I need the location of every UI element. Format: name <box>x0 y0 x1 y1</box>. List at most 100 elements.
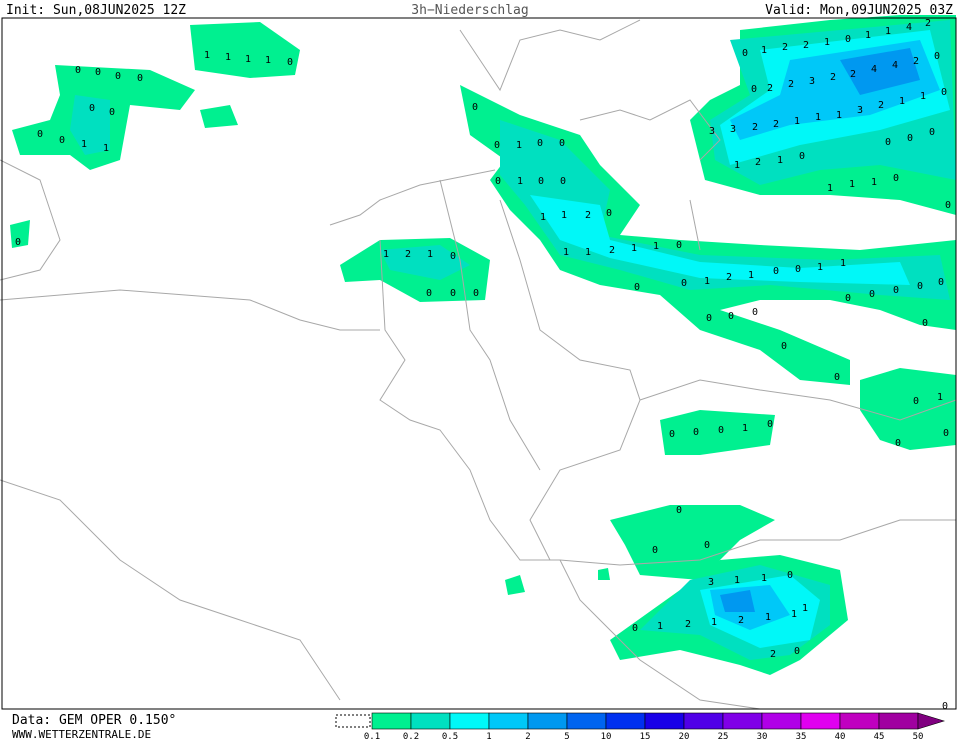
borders <box>0 19 957 710</box>
precip-label: 1 <box>899 96 905 107</box>
precip-label: 0 <box>834 372 840 383</box>
precip-label: 2 <box>738 615 744 626</box>
legend-box <box>371 712 412 730</box>
legend-tick-label: 40 <box>835 732 846 741</box>
precip-label: 0 <box>752 307 758 318</box>
precip-label: 0 <box>917 281 923 292</box>
precip-label: 0 <box>450 288 456 299</box>
precip-label: 2 <box>585 210 591 221</box>
legend-arrow <box>917 712 946 730</box>
precip-label: 0 <box>885 137 891 148</box>
precip-label: 1 <box>427 249 433 260</box>
precip-label: 0 <box>938 277 944 288</box>
precip-label: 1 <box>761 573 767 584</box>
precip-label: 2 <box>782 42 788 53</box>
precip-label: 1 <box>631 243 637 254</box>
precip-label: 1 <box>765 612 771 623</box>
precip-label: 0 <box>426 288 432 299</box>
precip-label: 0 <box>895 438 901 449</box>
precip-label: 0 <box>472 102 478 113</box>
legend-box <box>605 712 646 730</box>
legend-tick-label: 5 <box>564 732 569 741</box>
precip-label: 1 <box>791 609 797 620</box>
precip-label: 1 <box>742 423 748 434</box>
precip-label: 0 <box>560 176 566 187</box>
precip-label: 1 <box>849 179 855 190</box>
precip-label: 2 <box>830 72 836 83</box>
legend-tick-label: 0.2 <box>403 732 419 741</box>
legend-tick-label: 0.5 <box>442 732 458 741</box>
precip-label: 2 <box>925 18 931 29</box>
precip-label: 0 <box>676 505 682 516</box>
precip-label: 0 <box>59 135 65 146</box>
precip-label: 1 <box>937 392 943 403</box>
precip-label: 0 <box>922 318 928 329</box>
precip-label: 2 <box>803 40 809 51</box>
precip-label: 1 <box>81 139 87 150</box>
precip-label: 0 <box>942 701 948 712</box>
precip-label: 3 <box>708 577 714 588</box>
precip-label: 1 <box>561 210 567 221</box>
precip-label: 4 <box>871 64 877 75</box>
legend-box <box>449 712 490 730</box>
legend-tick-label: 30 <box>757 732 768 741</box>
precip-label: 2 <box>767 83 773 94</box>
precip-label: 1 <box>734 575 740 586</box>
init-time: Init: Sun,08JUN2025 12Z <box>6 3 186 18</box>
precip-label: 0 <box>137 73 143 84</box>
precip-label: 0 <box>287 57 293 68</box>
precip-label: 0 <box>767 419 773 430</box>
precip-label: 1 <box>865 30 871 41</box>
precip-label: 0 <box>693 427 699 438</box>
precip-label: 1 <box>817 262 823 273</box>
precip-label: 1 <box>777 155 783 166</box>
website: WWW.WETTERZENTRALE.DE <box>12 728 151 741</box>
precip-label: 1 <box>204 50 210 61</box>
precip-label: 1 <box>516 140 522 151</box>
precip-label: 2 <box>773 119 779 130</box>
precip-label: 3 <box>730 124 736 135</box>
legend-box <box>800 712 841 730</box>
precip-label: 1 <box>827 183 833 194</box>
precip-label: 0 <box>704 540 710 551</box>
precip-label: 1 <box>885 26 891 37</box>
precip-label: 0 <box>115 71 121 82</box>
precip-label: 2 <box>405 249 411 260</box>
legend-tick-label: 50 <box>913 732 924 741</box>
precip-label: 0 <box>606 208 612 219</box>
precip-label: 0 <box>945 200 951 211</box>
map-frame <box>1 17 957 710</box>
precip-label: 0 <box>845 293 851 304</box>
precip-label: 1 <box>225 52 231 63</box>
precip-label: 2 <box>726 272 732 283</box>
legend-tick-label: 1 <box>486 732 491 741</box>
precip-label: 0 <box>799 151 805 162</box>
precip-label: 1 <box>920 91 926 102</box>
precip-label: 2 <box>770 649 776 660</box>
precip-label: 1 <box>383 249 389 260</box>
legend-tick-label: 25 <box>718 732 729 741</box>
precip-label: 0 <box>652 545 658 556</box>
precip-label: 0 <box>95 67 101 78</box>
precip-label: 1 <box>836 110 842 121</box>
precip-label: 1 <box>815 112 821 123</box>
precip-label: 0 <box>787 570 793 581</box>
precip-label: 0 <box>676 240 682 251</box>
precip-label: 1 <box>657 621 663 632</box>
precip-label: 0 <box>89 103 95 114</box>
precip-label: 0 <box>37 129 43 140</box>
precip-label: 0 <box>495 176 501 187</box>
precip-label: 0 <box>632 623 638 634</box>
legend-below-box <box>335 714 371 728</box>
legend-box <box>644 712 685 730</box>
legend-box <box>761 712 802 730</box>
legend: 0.1 0.2 0.5 1 2 5 10 15 20 25 30 35 40 45 50 <box>335 712 946 741</box>
precip-label: 0 <box>893 285 899 296</box>
precip-label: 0 <box>109 107 115 118</box>
map-labels: 1 1 1 1 0 0 0 0 0 0 0 0 0 1 1 0 0 0 1 0 0 0 1 0 0 1 1 2 0 1 1 2 1 1 0 0 0 1 2 1… <box>15 18 951 712</box>
precip-label: 2 <box>788 79 794 90</box>
precip-label: 1 <box>245 54 251 65</box>
precip-label: 0 <box>537 138 543 149</box>
precip-label: 0 <box>845 34 851 45</box>
